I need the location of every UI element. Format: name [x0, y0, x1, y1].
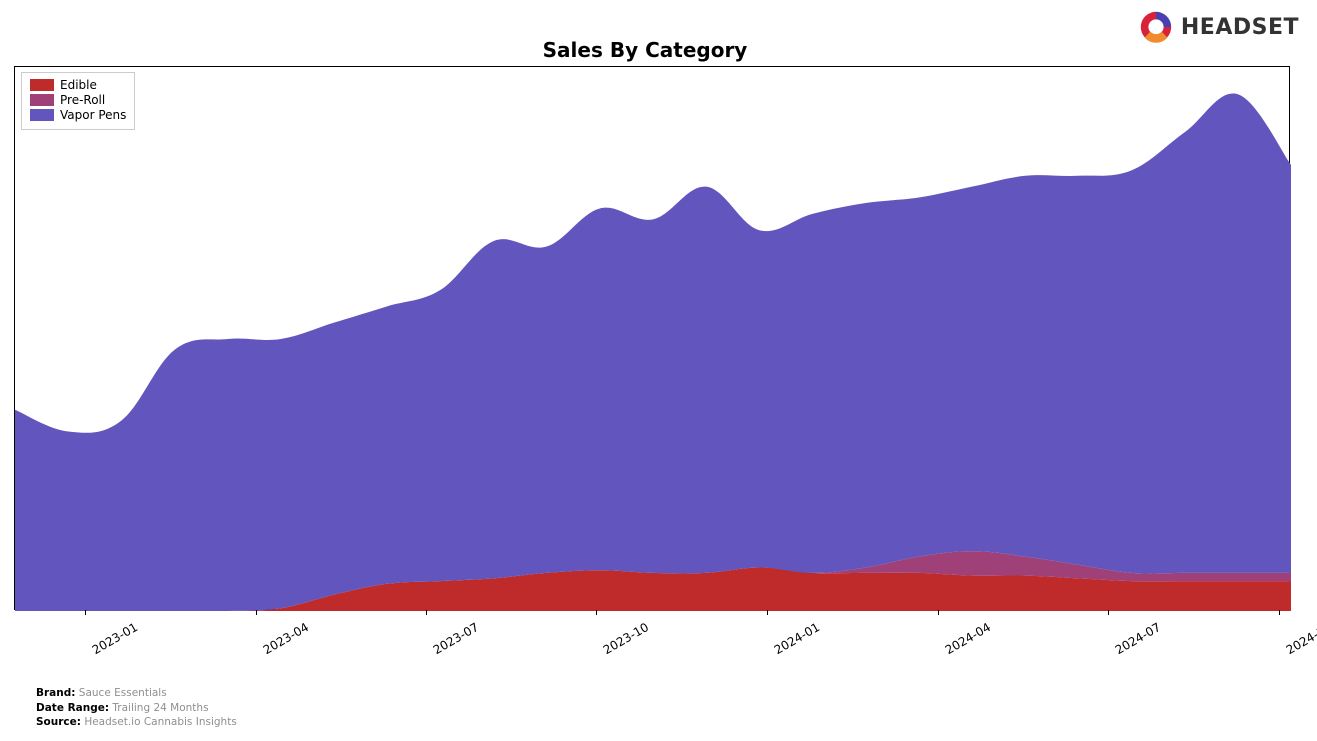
chart-title: Sales By Category — [0, 38, 1290, 62]
footer-value: Trailing 24 Months — [109, 702, 208, 714]
legend-label: Pre-Roll — [60, 93, 105, 107]
x-tick-mark — [938, 610, 939, 615]
x-tick-label: 2023-04 — [261, 620, 311, 657]
x-tick-label: 2024-10 — [1284, 620, 1317, 657]
area-vapor-pens — [15, 93, 1291, 611]
footer-label: Brand: — [36, 687, 75, 699]
footer-label: Date Range: — [36, 702, 109, 714]
legend-label: Vapor Pens — [60, 108, 126, 122]
brand-logo-text: HEADSET — [1181, 15, 1299, 40]
x-tick-label: 2024-04 — [943, 620, 993, 657]
x-tick-mark — [767, 610, 768, 615]
footer-label: Source: — [36, 716, 81, 728]
x-tick-label: 2024-01 — [772, 620, 822, 657]
footer-row: Date Range: Trailing 24 Months — [36, 701, 237, 716]
x-tick-mark — [596, 610, 597, 615]
legend-item: Vapor Pens — [30, 108, 126, 122]
x-tick-label: 2024-07 — [1113, 620, 1163, 657]
chart-plot-area: EdiblePre-RollVapor Pens — [14, 66, 1290, 610]
footer-value: Sauce Essentials — [75, 687, 166, 699]
chart-footer: Brand: Sauce EssentialsDate Range: Trail… — [36, 686, 237, 730]
x-tick-label: 2023-07 — [431, 620, 481, 657]
x-tick-mark — [256, 610, 257, 615]
x-tick-mark — [426, 610, 427, 615]
legend-item: Edible — [30, 78, 126, 92]
legend-swatch — [30, 109, 54, 121]
legend-swatch — [30, 94, 54, 106]
footer-row: Source: Headset.io Cannabis Insights — [36, 715, 237, 730]
legend-item: Pre-Roll — [30, 93, 126, 107]
area-layers — [15, 67, 1291, 611]
x-tick-label: 2023-01 — [89, 620, 139, 657]
footer-value: Headset.io Cannabis Insights — [81, 716, 237, 728]
footer-row: Brand: Sauce Essentials — [36, 686, 237, 701]
legend: EdiblePre-RollVapor Pens — [21, 72, 135, 130]
x-tick-label: 2023-10 — [601, 620, 651, 657]
x-tick-mark — [1279, 610, 1280, 615]
x-tick-mark — [85, 610, 86, 615]
legend-swatch — [30, 79, 54, 91]
x-tick-mark — [1108, 610, 1109, 615]
legend-label: Edible — [60, 78, 97, 92]
